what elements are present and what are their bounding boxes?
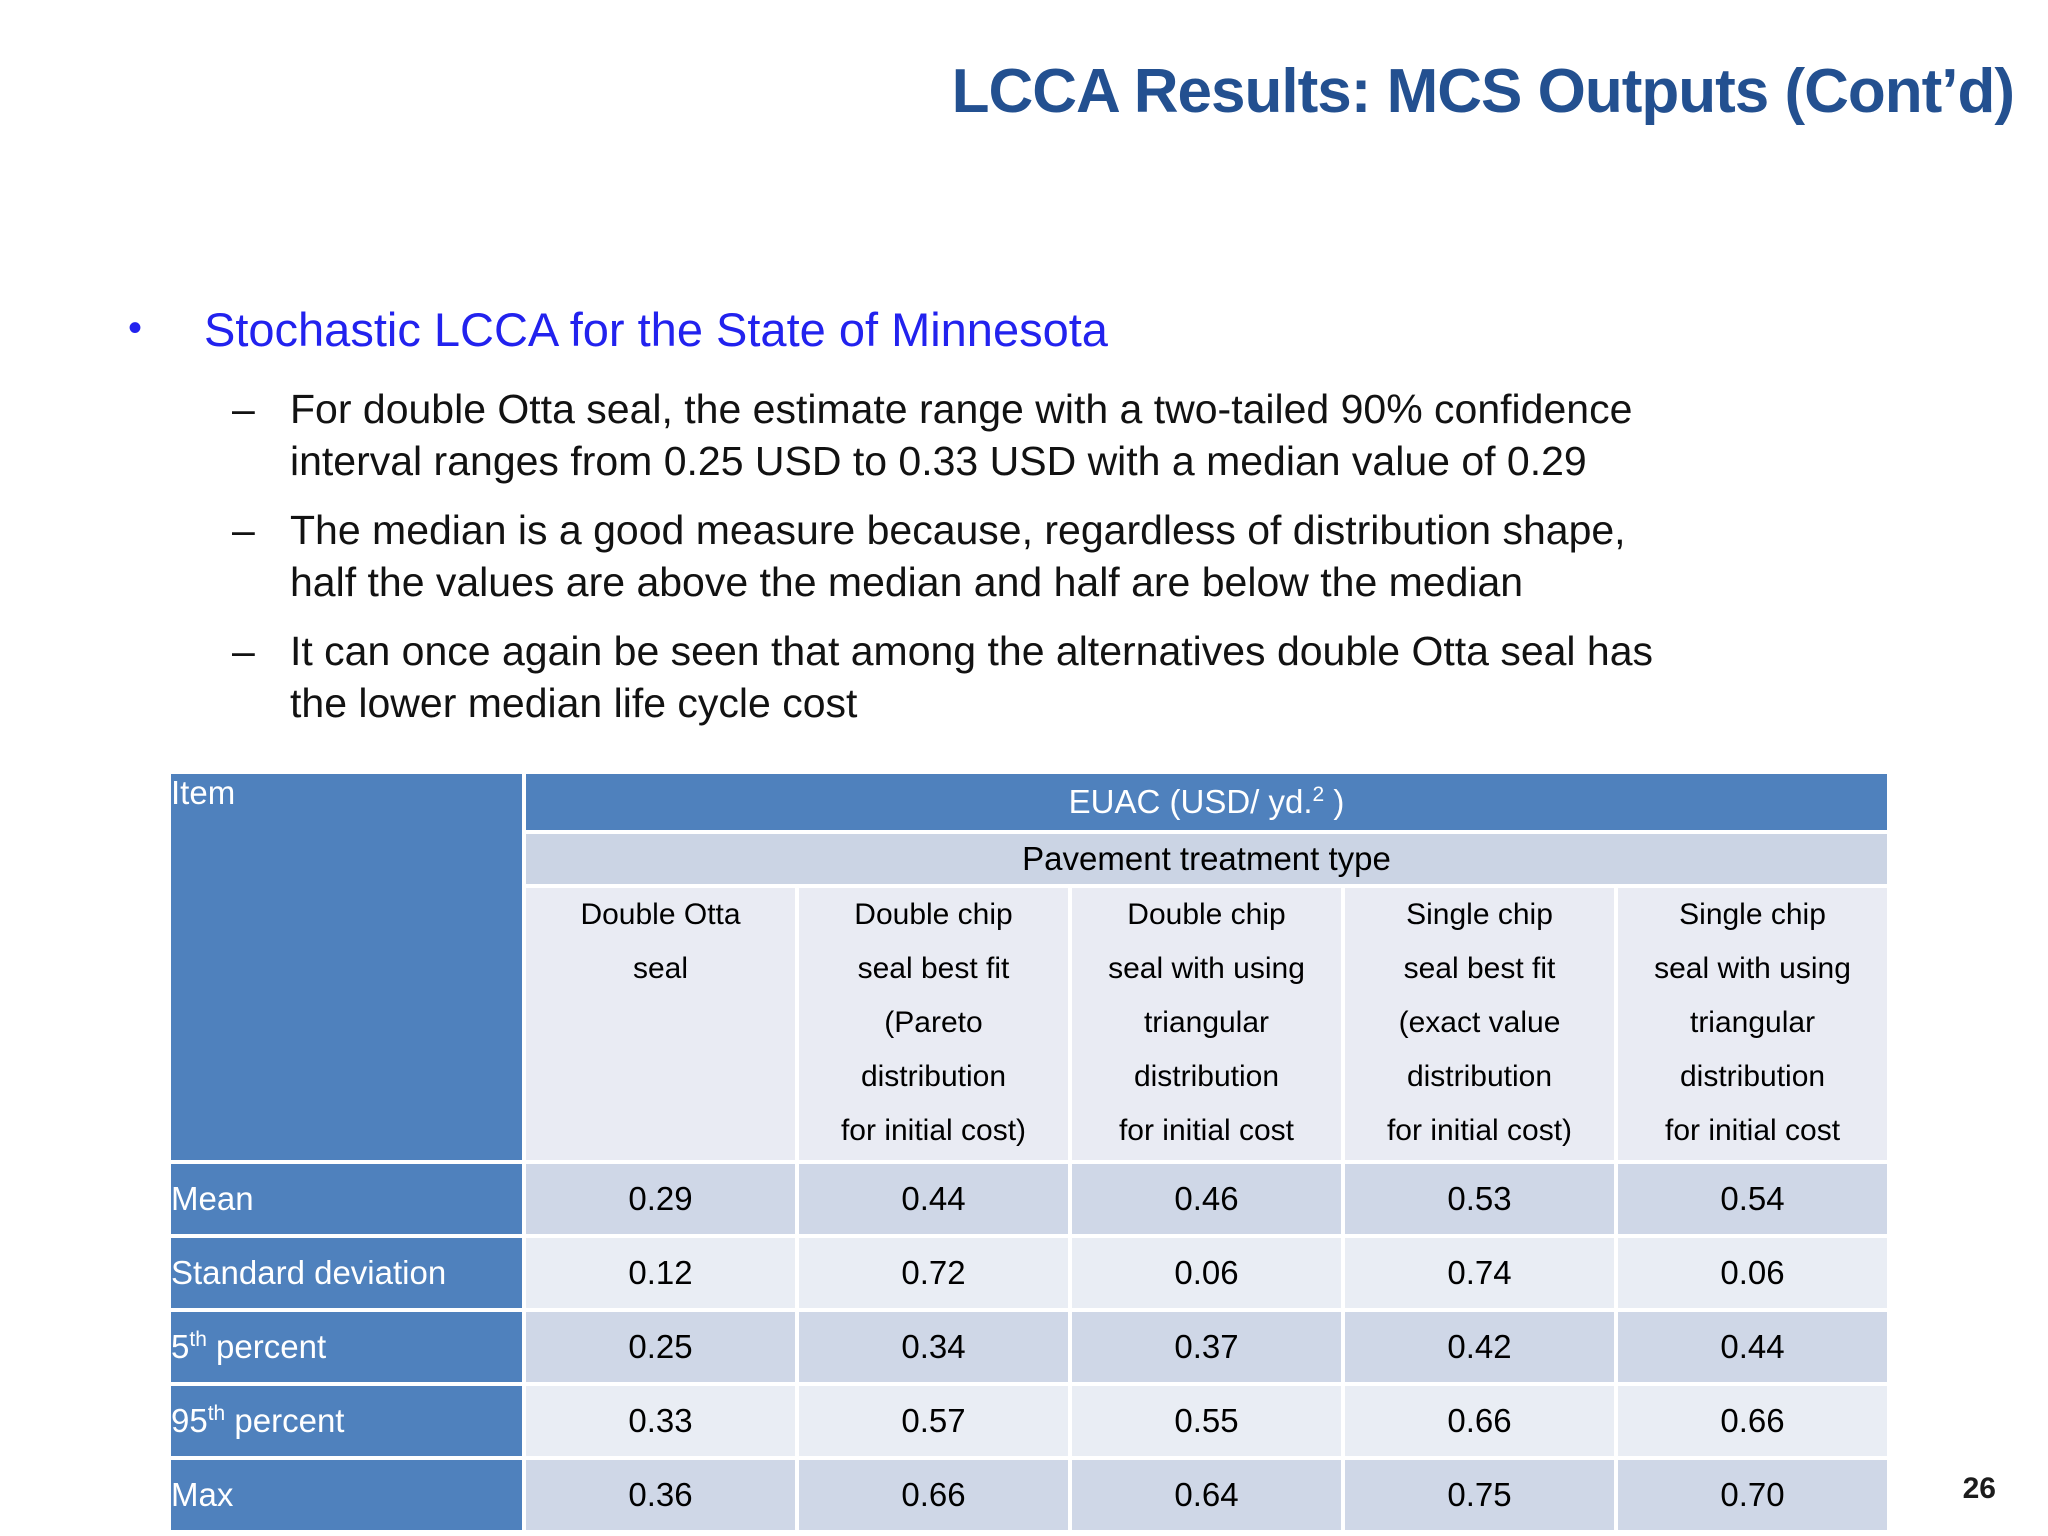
table-cell: 0.12 bbox=[522, 1234, 799, 1312]
table-cell: 0.66 bbox=[1341, 1382, 1618, 1460]
row-label: Standard deviation bbox=[167, 1234, 526, 1312]
row-label-text: Standard deviation bbox=[171, 1254, 447, 1291]
table-cell: 0.53 bbox=[1341, 1160, 1618, 1238]
slide-title: LCCA Results: MCS Outputs (Cont’d) bbox=[951, 57, 2015, 126]
table-cell: 0.57 bbox=[795, 1382, 1072, 1460]
table-cell: 0.34 bbox=[795, 1308, 1072, 1386]
table-cell: 0.44 bbox=[1613, 1308, 1892, 1386]
sub-bullet-2: – The median is a good measure because, … bbox=[232, 504, 1928, 609]
row-label-text: Max bbox=[171, 1476, 234, 1513]
table-cell: 0.44 bbox=[795, 1160, 1072, 1238]
table-row: Max 0.36 0.66 0.64 0.75 0.70 bbox=[167, 1456, 1892, 1534]
dash-marker: – bbox=[232, 506, 255, 553]
row-label: Mean bbox=[167, 1160, 526, 1238]
row-label: Max bbox=[167, 1456, 526, 1534]
sub-bullet-3-text: It can once again be seen that among the… bbox=[290, 627, 1654, 727]
column-header: Single chip seal with using triangular d… bbox=[1613, 884, 1892, 1164]
column-header: Double chip seal best fit (Pareto distri… bbox=[795, 884, 1072, 1164]
bullet-main-text: Stochastic LCCA for the State of Minneso… bbox=[204, 303, 1108, 356]
column-header: Double chip seal with using triangular d… bbox=[1068, 884, 1345, 1164]
row-label-rest: percent bbox=[206, 1328, 327, 1365]
row-label: 95th percent bbox=[167, 1382, 526, 1460]
table-cell: 0.37 bbox=[1068, 1308, 1345, 1386]
table-row: 5th percent 0.25 0.34 0.37 0.42 0.44 bbox=[167, 1308, 1892, 1386]
row-label-sup: th bbox=[189, 1328, 207, 1351]
euac-label-sup: 2 bbox=[1312, 783, 1325, 806]
table-cell: 0.42 bbox=[1341, 1308, 1618, 1386]
column-header: Single chip seal best fit (exact value d… bbox=[1341, 884, 1618, 1164]
column-header: Double Otta seal bbox=[522, 884, 799, 1164]
table-cell: 0.06 bbox=[1068, 1234, 1345, 1312]
table-cell: 0.55 bbox=[1068, 1382, 1345, 1460]
row-label-text: 5 bbox=[171, 1328, 190, 1365]
bullet-dot-marker: • bbox=[128, 306, 143, 350]
table-cell: 0.36 bbox=[522, 1456, 799, 1534]
table-cell: 0.66 bbox=[1613, 1382, 1892, 1460]
euac-results-table: Item EUAC (USD/ yd.2 ) Pavement treatmen… bbox=[167, 770, 1892, 1534]
table-cell: 0.66 bbox=[795, 1456, 1072, 1534]
group-header-row: Pavement treatment type bbox=[169, 830, 1892, 888]
dash-marker: – bbox=[232, 627, 255, 674]
table-cell: 0.70 bbox=[1613, 1456, 1892, 1534]
sub-bullet-2-text: The median is a good measure because, re… bbox=[290, 506, 1626, 606]
table-cell: 0.54 bbox=[1613, 1160, 1892, 1238]
sub-bullet-3: – It can once again be seen that among t… bbox=[232, 625, 1928, 730]
table-cell: 0.29 bbox=[522, 1160, 799, 1238]
page-number: 26 bbox=[1962, 1472, 1996, 1505]
corner-item-cell: Item bbox=[167, 770, 526, 1164]
dash-marker: – bbox=[232, 386, 255, 432]
table-cell: 0.74 bbox=[1341, 1234, 1618, 1312]
table-row: Standard deviation 0.12 0.72 0.06 0.74 0… bbox=[167, 1234, 1892, 1312]
table-cell: 0.06 bbox=[1613, 1234, 1892, 1312]
table-cell: 0.72 bbox=[795, 1234, 1072, 1312]
table-cell: 0.75 bbox=[1341, 1456, 1618, 1534]
table-cell: 0.25 bbox=[522, 1308, 799, 1386]
group-header-cell: Pavement treatment type bbox=[521, 830, 1892, 888]
sub-bullet-1-text: For double Otta seal, the estimate range… bbox=[290, 386, 1633, 485]
table-cell: 0.64 bbox=[1068, 1456, 1345, 1534]
table-cell: 0.46 bbox=[1068, 1160, 1345, 1238]
row-label-rest: percent bbox=[225, 1402, 345, 1439]
column-header-row: Double Otta seal Double chip seal best f… bbox=[169, 884, 1892, 1164]
table-row: Mean 0.29 0.44 0.46 0.53 0.54 bbox=[167, 1160, 1892, 1238]
bullet-list: • Stochastic LCCA for the State of Minne… bbox=[128, 302, 1928, 746]
euac-header-cell: EUAC (USD/ yd.2 ) bbox=[521, 770, 1892, 834]
row-label-text: Mean bbox=[171, 1180, 254, 1217]
euac-label-suffix: ) bbox=[1324, 783, 1345, 820]
row-label-sup: th bbox=[207, 1402, 226, 1425]
table-row: 95th percent 0.33 0.57 0.55 0.66 0.66 bbox=[167, 1382, 1892, 1460]
bullet-item-main: • Stochastic LCCA for the State of Minne… bbox=[128, 302, 1928, 357]
euac-label-prefix: EUAC (USD/ yd. bbox=[1068, 783, 1313, 820]
sub-bullet-1: – For double Otta seal, the estimate ran… bbox=[232, 383, 1928, 488]
row-label: 5th percent bbox=[167, 1308, 526, 1386]
corner-item-label: Item bbox=[171, 774, 236, 811]
table-header-row: Item EUAC (USD/ yd.2 ) bbox=[167, 770, 1892, 1164]
row-label-text: 95 bbox=[171, 1402, 208, 1439]
table-cell: 0.33 bbox=[522, 1382, 799, 1460]
